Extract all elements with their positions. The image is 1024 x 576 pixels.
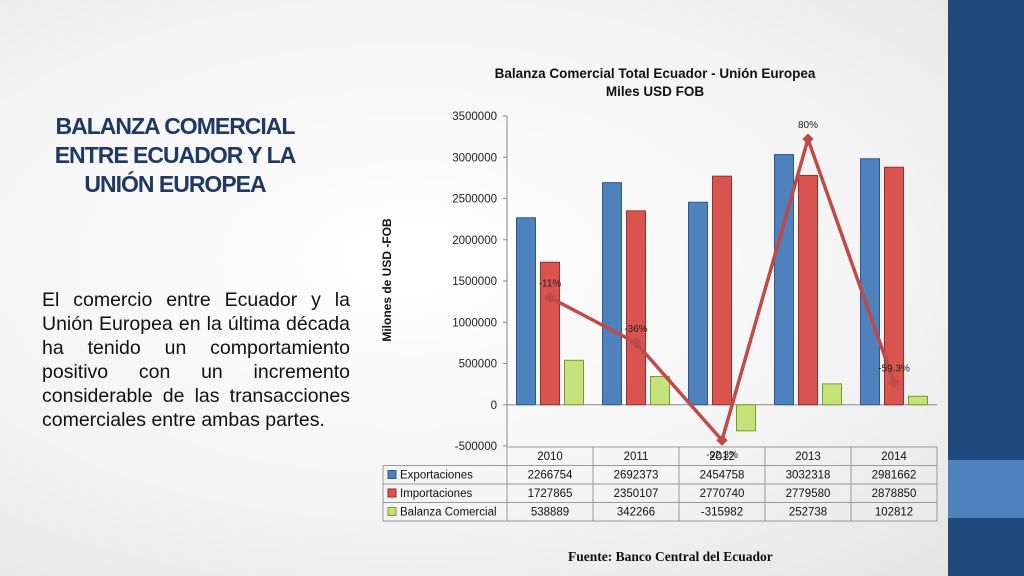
- category-label: 2010: [537, 451, 563, 463]
- legend-label: Importaciones: [400, 488, 472, 500]
- data-label: 2350107: [614, 488, 659, 500]
- growth-rate-label: -59.3%: [878, 363, 910, 374]
- data-label: 2770740: [700, 488, 745, 500]
- legend-swatch: [387, 488, 397, 498]
- bar-exportaciones: [860, 158, 880, 406]
- y-tick-label: 0: [491, 400, 497, 412]
- growth-rate-marker: [630, 337, 642, 349]
- growth-rate-marker: [716, 434, 728, 446]
- bar-balanza-comercial: [822, 383, 842, 406]
- y-tick-label: 3500000: [452, 111, 497, 123]
- data-label: 252738: [789, 507, 827, 519]
- data-label: 538889: [531, 507, 569, 519]
- slide-title: BALANZA COMERCIAL ENTRE ECUADOR Y LA UNI…: [54, 113, 297, 197]
- y-tick-label: 1000000: [452, 317, 497, 329]
- data-label: 102812: [875, 507, 913, 519]
- bar-importaciones: [884, 166, 904, 406]
- bar-exportaciones: [774, 154, 794, 406]
- chart-title-line-2: Miles USD FOB: [605, 84, 705, 99]
- y-tick-label: 3000000: [452, 152, 497, 164]
- legend-label: Balanza Comercial: [400, 507, 497, 519]
- y-tick-label: 2500000: [452, 194, 497, 206]
- category-label: 2013: [795, 451, 821, 463]
- bar-exportaciones: [602, 182, 622, 406]
- data-label: 2878850: [872, 488, 917, 500]
- legend-swatch: [387, 470, 397, 479]
- y-tick-label: 500000: [459, 359, 497, 371]
- chart-title-line-1: Balanza Comercial Total Ecuador - Unión …: [494, 66, 816, 81]
- bar-balanza-comercial: [564, 359, 584, 406]
- growth-rate-marker: [888, 376, 900, 389]
- legend-swatch: [387, 507, 397, 516]
- data-label: -315982: [701, 507, 743, 519]
- data-label: 3032318: [786, 470, 831, 482]
- growth-rate-label: -11%: [539, 279, 562, 290]
- bar-balanza-comercial: [908, 395, 928, 406]
- growth-rate-marker: [544, 291, 556, 304]
- data-label: 2266754: [528, 470, 573, 482]
- category-label: 2012: [709, 451, 735, 463]
- category-label: 2014: [881, 451, 907, 463]
- data-label: 342266: [617, 507, 655, 519]
- bar-balanza-comercial: [650, 376, 670, 406]
- growth-rate-marker: [802, 133, 814, 145]
- bar-exportaciones: [516, 217, 536, 406]
- bar-importaciones: [626, 210, 646, 406]
- data-label: 1727865: [528, 488, 573, 500]
- bar-importaciones: [712, 175, 732, 406]
- growth-rate-label: -92.3%: [706, 450, 738, 461]
- growth-rate-label: -36%: [624, 324, 647, 335]
- bar-importaciones: [798, 174, 818, 406]
- data-label: 2692373: [614, 470, 659, 482]
- data-label: 2981662: [872, 470, 917, 482]
- slide-body-text: El comercio entre Ecuador y la Unión Eur…: [42, 289, 350, 431]
- y-tick-label: 1500000: [452, 276, 497, 288]
- y-tick-label: 2000000: [452, 235, 497, 247]
- bar-balanza-comercial: [736, 404, 756, 432]
- chart-title: Balanza Comercial Total Ecuador - Unión …: [440, 65, 870, 101]
- decorative-side-band: [948, 0, 1024, 576]
- decorative-side-band-accent: [948, 460, 1024, 518]
- bar-exportaciones: [688, 201, 708, 406]
- table-value-cell: [850, 502, 938, 522]
- category-label: 2011: [624, 451, 649, 463]
- y-axis-label: Milones de USD -FOB: [380, 218, 394, 342]
- legend-label: Exportaciones: [400, 470, 473, 482]
- growth-rate-label: 80%: [798, 120, 818, 131]
- y-tick-label: -500000: [455, 441, 497, 453]
- source-note: Fuente: Banco Central del Ecuador: [568, 549, 773, 564]
- data-label: 2779580: [786, 488, 831, 500]
- data-label: 2454758: [700, 470, 745, 482]
